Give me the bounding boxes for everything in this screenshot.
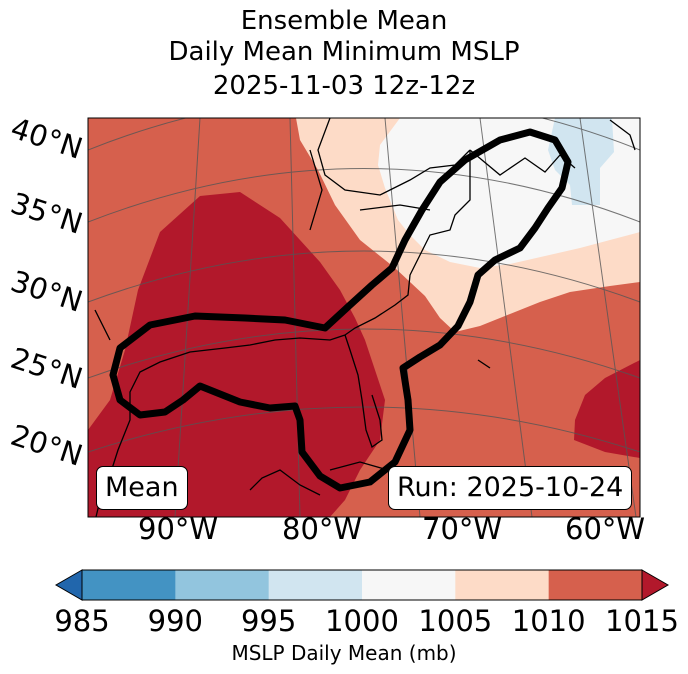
colorbar-under-arrow — [54, 569, 83, 601]
colorbar-tick-995: 995 — [240, 604, 297, 638]
colorbar-label: MSLP Daily Mean (mb) — [231, 641, 457, 665]
colorbar-segment-985-990 — [82, 570, 176, 600]
title-line-3: 2025-11-03 12z-12z — [212, 71, 476, 101]
lon-label-90w: 90°W — [138, 512, 219, 546]
title-line-2: Daily Mean Minimum MSLP — [168, 37, 520, 67]
lon-label-70w: 70°W — [422, 512, 503, 546]
lon-label-60w: 60°W — [565, 512, 646, 546]
colorbar-segment-1000-1005 — [362, 570, 456, 600]
colorbar-tick-1000: 1000 — [325, 604, 399, 638]
field-1010-1015 — [88, 192, 385, 517]
colorbar-segment-995-1000 — [268, 570, 363, 600]
run-date-box: Run: 2025-10-24 — [388, 466, 633, 510]
colorbar-segment-990-995 — [175, 570, 270, 600]
title-line-1: Ensemble Mean — [240, 6, 448, 36]
colorbar-frame — [81, 569, 643, 601]
colorbar-tick-1010: 1010 — [511, 604, 586, 638]
contour-outline — [109, 128, 572, 492]
colorbar-tick-1015: 1015 — [605, 604, 679, 638]
field-1010-1015-east — [574, 360, 640, 458]
map-frame — [87, 117, 641, 518]
lon-label-80w: 80°W — [282, 512, 363, 546]
colorbar-segment-1010-1015 — [548, 570, 643, 600]
colorbar-tick-985: 985 — [54, 604, 110, 638]
mean-label-box: Mean — [96, 466, 188, 510]
colorbar-tick-1005: 1005 — [418, 604, 493, 638]
colorbar-over-arrow — [641, 569, 670, 601]
field-990-995 — [548, 118, 614, 205]
colorbar-segment-1005-1010 — [455, 570, 550, 600]
colorbar-tick-990: 990 — [147, 604, 204, 638]
